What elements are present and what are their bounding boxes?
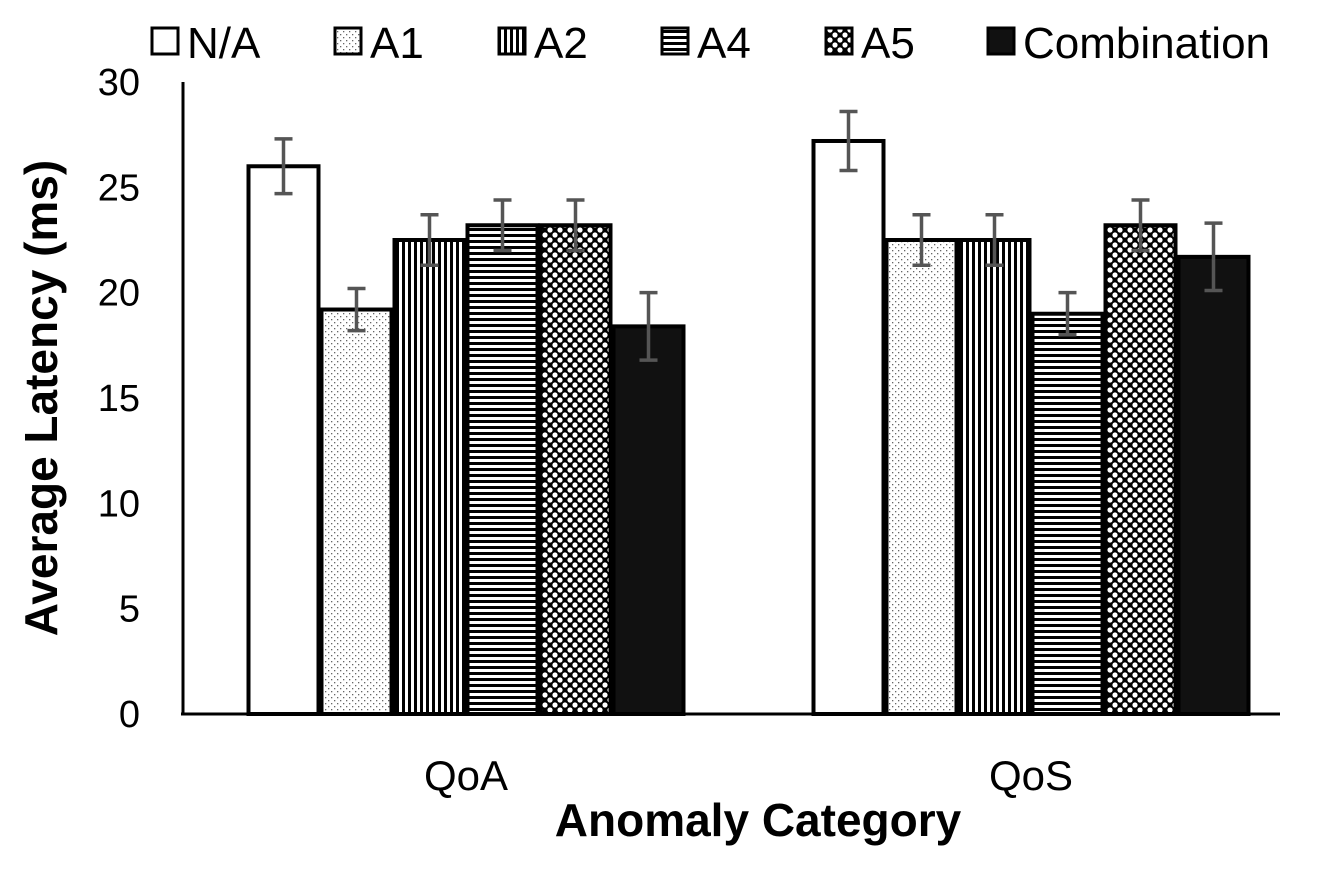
legend-label: Combination [1023,19,1270,68]
x-tick-label: QoA [424,752,508,799]
y-axis-ticks: 0 5 10 15 20 25 30 [98,62,140,736]
legend-item-a4: A4 [660,19,751,68]
x-axis-title: Anomaly Category [555,794,962,846]
error-bar [347,286,366,333]
bars [246,138,1251,716]
legend-swatch [333,26,363,56]
legend-label: A2 [534,19,588,68]
bar-qos-a4 [1030,311,1105,716]
x-tick-label: QoS [989,752,1073,799]
legend-label: A1 [370,19,424,68]
y-tick-label: 20 [98,273,140,315]
legend-item-a5: A5 [824,19,915,68]
error-bar [639,290,658,362]
y-tick-label: 30 [98,62,140,104]
error-bars [274,109,1223,362]
category-labels: QoA QoS [424,752,1073,799]
legend-label: N/A [187,19,261,68]
bar-qoa-a1 [319,307,394,716]
legend-item-na: N/A [150,19,261,68]
legend-item-combination: Combination [986,19,1270,68]
y-axis-title: Average Latency (ms) [15,160,67,636]
legend-label: A4 [697,19,751,68]
bar-qos-a1 [884,238,959,716]
bar-qoa-na [246,164,321,716]
bar-qoa-a2 [392,238,467,716]
legend-label: A5 [861,19,915,68]
legend-swatch [150,26,180,56]
bar-qos-na [811,138,886,716]
error-bar [420,212,439,268]
bar-qos-a2 [957,238,1032,716]
error-bar [1058,290,1077,337]
legend-swatch [660,26,690,56]
y-tick-label: 25 [98,167,140,209]
bar-qos-combination [1176,254,1251,716]
y-tick-label: 15 [98,378,140,420]
legend-swatch [986,26,1016,56]
legend-item-a1: A1 [333,19,424,68]
error-bar [1204,221,1223,293]
legend-swatch [824,26,854,56]
legend-item-a2: A2 [497,19,588,68]
bar-qoa-a4 [465,223,540,716]
error-bar [912,212,931,268]
error-bar [493,198,512,253]
error-bar [566,198,585,253]
error-bar [274,137,293,196]
bar-qoa-a5 [538,223,613,716]
y-tick-label: 5 [119,589,140,631]
y-tick-label: 0 [119,694,140,736]
y-tick-label: 10 [98,483,140,525]
bar-qos-a5 [1103,223,1178,716]
legend-swatch [497,26,527,56]
error-bar [985,212,1004,268]
bar-qoa-combination [611,324,686,716]
legend: N/A A1 A2 A4 A5 Combination [150,19,1270,68]
error-bar [839,109,858,173]
error-bar [1131,198,1150,253]
